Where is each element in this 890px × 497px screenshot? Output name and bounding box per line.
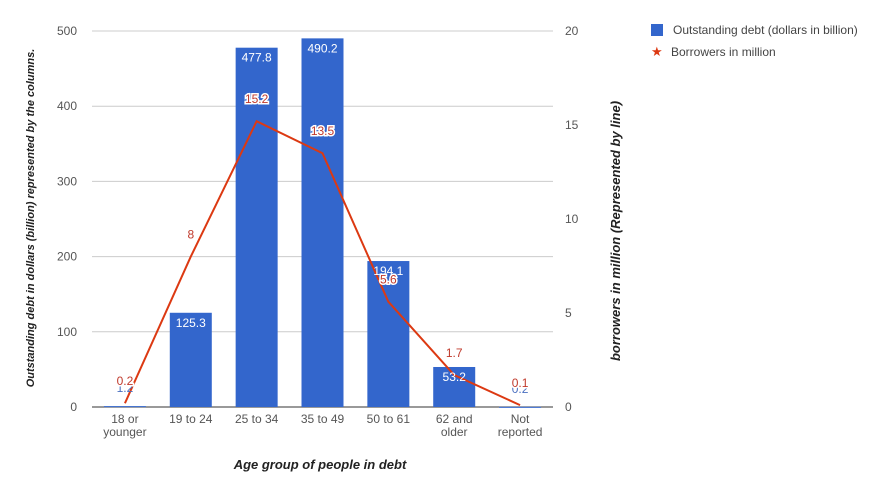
bar (367, 261, 410, 407)
bar-value-label: 194.1 (373, 264, 403, 278)
legend-bar-swatch (651, 24, 663, 36)
bar (301, 38, 344, 407)
x-tick-label: reported (498, 425, 543, 439)
bar-value-label: 477.8 (242, 51, 272, 65)
line-value-label: 5.6 (380, 273, 397, 287)
bar (169, 312, 212, 407)
line-value-label: 0.2 (117, 374, 134, 388)
bar (103, 406, 146, 408)
y2-tick-label: 10 (565, 212, 579, 226)
x-tick-label: 50 to 61 (367, 412, 411, 426)
y2-axis-title: borrowers in million (Represented by lin… (608, 101, 623, 361)
y-tick-label: 200 (57, 250, 77, 264)
y-tick-label: 400 (57, 99, 77, 113)
line-value-label: 13.5 (311, 124, 335, 138)
y2-tick-label: 5 (565, 306, 572, 320)
bar-value-label: 0.2 (512, 382, 529, 396)
line-series (124, 119, 521, 407)
x-tick-label: older (441, 425, 468, 439)
bar-value-label: 125.3 (176, 316, 206, 330)
bar (499, 406, 542, 408)
data-labels: 1.2 125.3 477.8 490.2 194.1 53.2 0.2 0.2 8 15.2 13… (115, 41, 530, 396)
borrowers-line (124, 119, 521, 407)
line-value-label: 8 (187, 228, 194, 242)
x-tick-label: younger (103, 425, 146, 439)
y-tick-label: 0 (70, 400, 77, 414)
y-axis-title: Outstanding debt in dollars (billion) re… (25, 49, 37, 388)
line-value-label: 1.7 (446, 346, 463, 360)
x-tick-label: 35 to 49 (301, 412, 345, 426)
legend: Outstanding debt (dollars in billion) ★ … (651, 23, 858, 60)
y2-tick-label: 0 (565, 400, 572, 414)
bar-value-label: 490.2 (307, 41, 337, 55)
bar (235, 47, 278, 408)
legend-line-star-icon: ★ (651, 45, 663, 60)
x-tick-label: 62 and (436, 412, 473, 426)
y2-tick-label: 20 (565, 24, 579, 38)
x-axis-title: Age group of people in debt (233, 457, 407, 472)
x-tick-label: 18 or (111, 412, 138, 426)
bar-series (103, 38, 542, 408)
y-tick-label: 100 (57, 325, 77, 339)
line-value-label: 15.2 (245, 92, 269, 106)
bar-value-label: 1.2 (117, 381, 134, 395)
line-value-label: 0.1 (512, 376, 529, 390)
x-tick-label: Not (511, 412, 530, 426)
y2-tick-label: 15 (565, 118, 579, 132)
x-tick-label: 25 to 34 (235, 412, 279, 426)
bar-value-label: 53.2 (443, 370, 467, 384)
x-tick-label: 19 to 24 (169, 412, 213, 426)
y-tick-label: 500 (57, 24, 77, 38)
legend-line-label: Borrowers in million (671, 45, 776, 59)
y-tick-label: 300 (57, 174, 77, 188)
legend-bar-label: Outstanding debt (dollars in billion) (673, 23, 858, 37)
